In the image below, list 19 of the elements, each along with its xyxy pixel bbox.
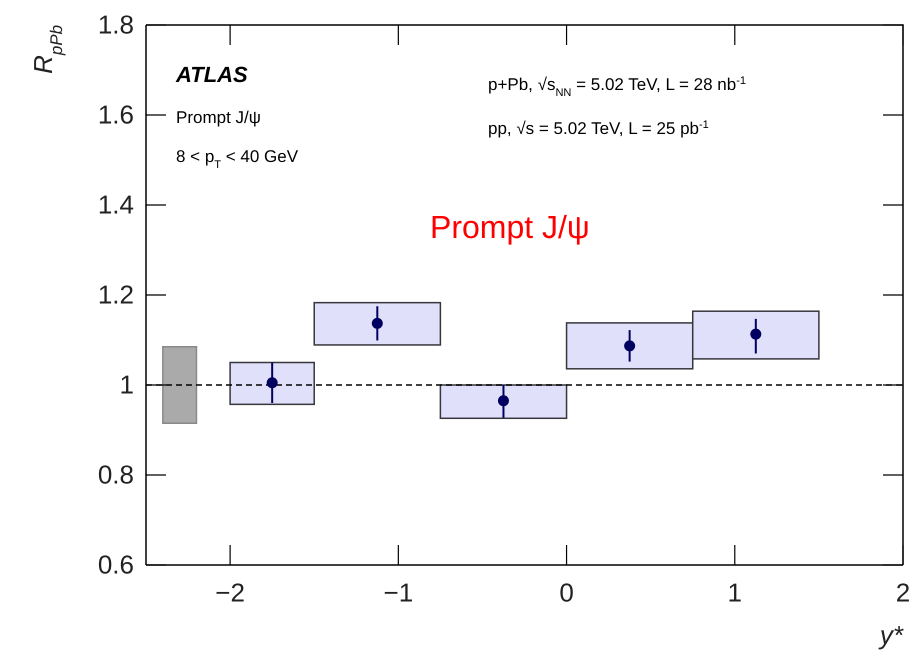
y-tick-label: 1.8 (98, 9, 134, 40)
x-tick-label: 1 (728, 577, 742, 608)
annotation: pp, √s = 5.02 TeV, L = 25 pb$^{-1}$ (488, 119, 709, 138)
y-tick-label: 0.8 (98, 459, 134, 490)
annotation: 8 < p$_{T}$ < 40 GeV (176, 147, 299, 171)
y-tick-label: 1.6 (98, 99, 134, 130)
annotation: ATLAS (175, 62, 248, 87)
annotation: p+Pb, √s$_{NN}$ = 5.02 TeV, L = 28 nb$^{-1}$ (488, 75, 746, 99)
y-tick-label: 0.6 (98, 549, 134, 580)
annotation: Prompt J/ψ (176, 108, 261, 127)
x-tick-label: −1 (384, 577, 414, 608)
annotation: Prompt J/ψ (430, 209, 590, 245)
y-tick-label: 1.2 (98, 279, 134, 310)
y-tick-label: 1.4 (98, 189, 134, 220)
x-axis-title: y* (878, 620, 904, 650)
x-tick-label: 2 (896, 577, 910, 608)
x-tick-label: 0 (559, 577, 574, 608)
y-tick-label: 1 (120, 369, 134, 400)
x-tick-label: −2 (215, 577, 245, 608)
